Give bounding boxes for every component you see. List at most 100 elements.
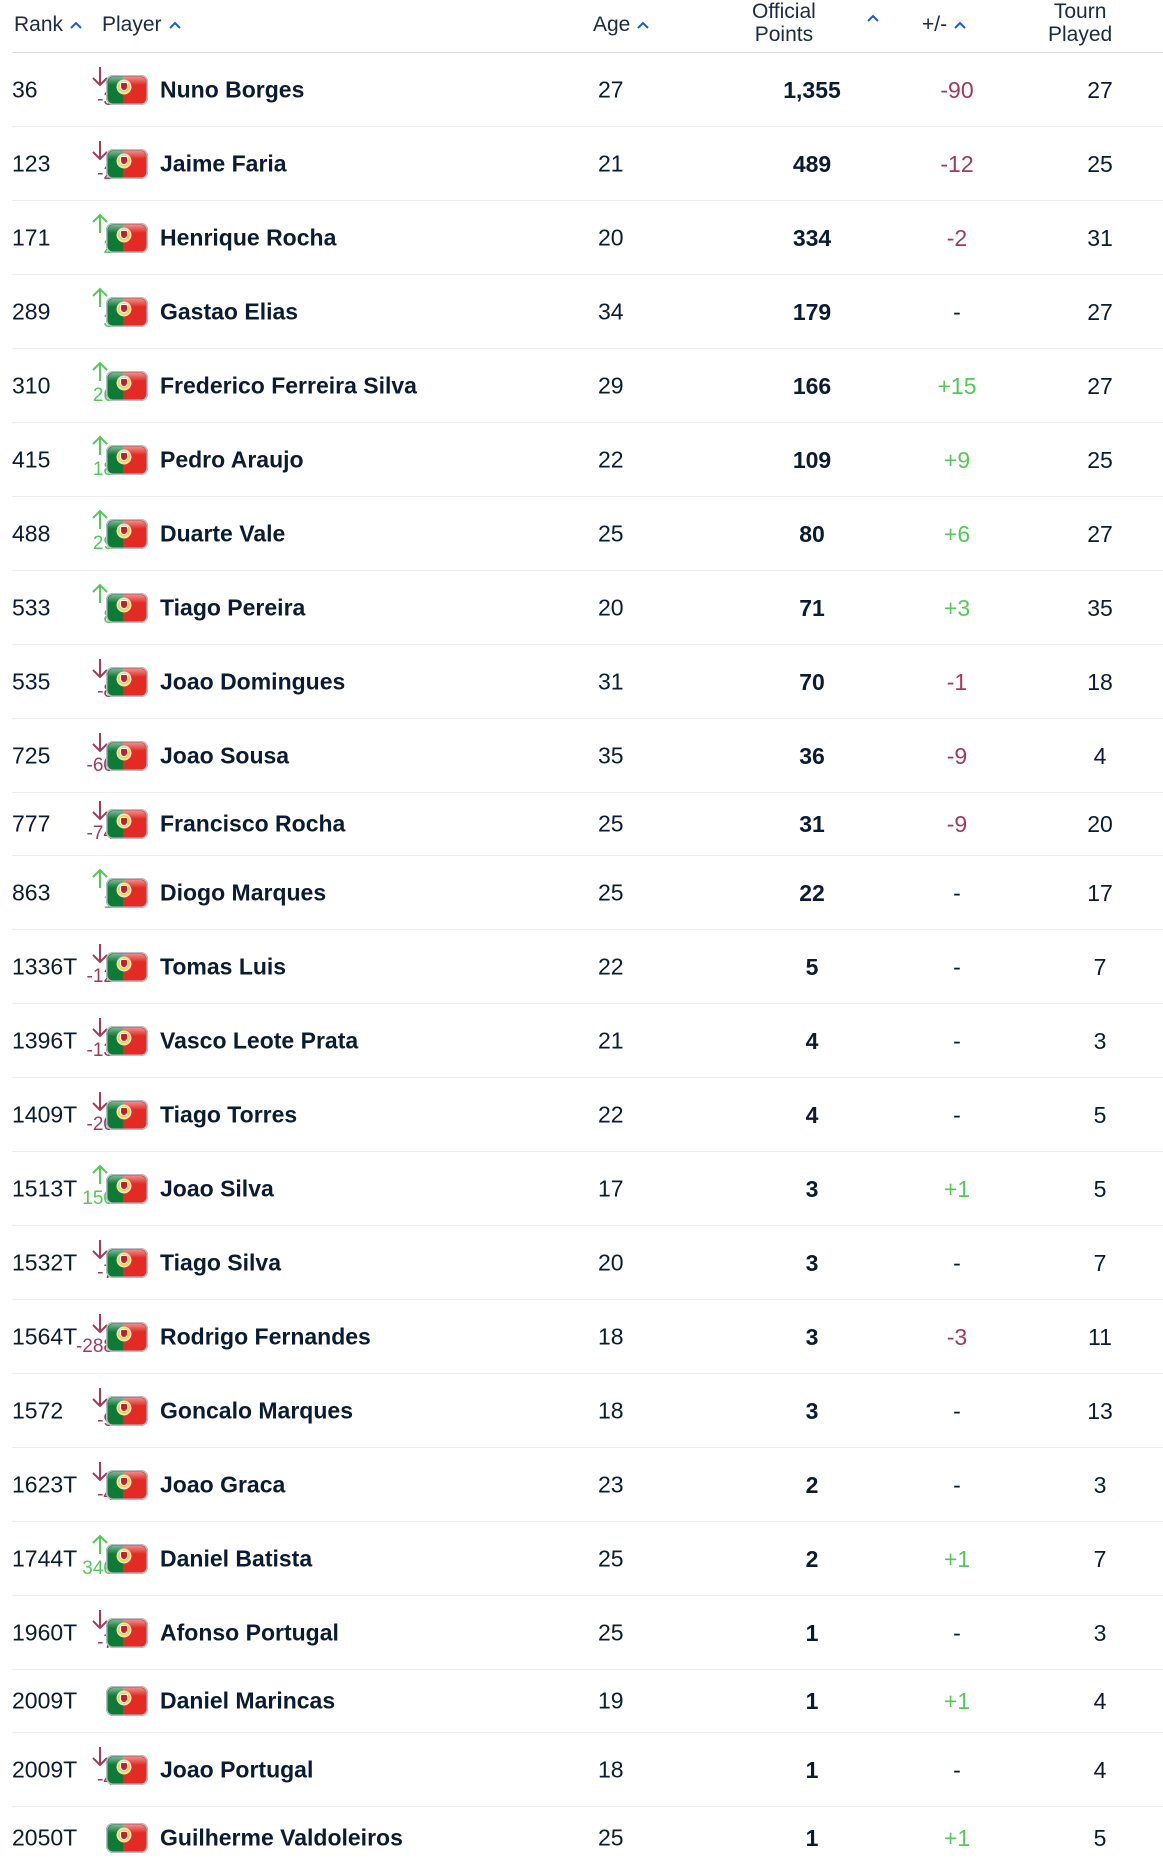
table-row[interactable]: 1513T 150 Joao Silva 17 3 +1 5 bbox=[12, 1152, 1163, 1226]
points-value: 334 bbox=[792, 224, 832, 251]
table-row[interactable]: 1409T -20 Tiago Torres 22 4 - 5 bbox=[12, 1078, 1163, 1152]
rank-movement: -60 bbox=[70, 731, 114, 781]
table-row[interactable]: 535 -8 Joao Domingues 31 70 -1 18 bbox=[12, 645, 1163, 719]
table-row[interactable]: 1396T -13 Vasco Leote Prata 21 4 - 3 bbox=[12, 1004, 1163, 1078]
table-row[interactable]: 1336T -12 Tomas Luis 22 5 - 7 bbox=[12, 930, 1163, 1004]
player-name-link[interactable]: Tiago Pereira bbox=[160, 594, 306, 620]
points-diff-value: - bbox=[953, 1101, 961, 1128]
player-name-link[interactable]: Joao Portugal bbox=[160, 1756, 314, 1782]
arrow-down-icon bbox=[90, 139, 110, 161]
player-name-link[interactable]: Tiago Torres bbox=[160, 1101, 298, 1127]
arrow-down-icon bbox=[90, 1460, 110, 1482]
sort-chevron-up-icon[interactable] bbox=[69, 20, 83, 30]
rank-column-header[interactable]: Rank bbox=[14, 13, 83, 36]
rank-value: 725 bbox=[12, 742, 51, 768]
table-row[interactable]: 1744T 340 Daniel Batista 25 2 +1 7 bbox=[12, 1522, 1163, 1596]
tourn-played-value: 27 bbox=[1087, 76, 1113, 103]
player-name-link[interactable]: Nuno Borges bbox=[160, 76, 305, 102]
points-value: 489 bbox=[792, 150, 832, 177]
player-name-link[interactable]: Francisco Rocha bbox=[160, 810, 346, 837]
rank-value: 533 bbox=[12, 594, 51, 620]
player-name-link[interactable]: Guilherme Valdoleiros bbox=[160, 1824, 403, 1851]
age-value: 20 bbox=[598, 224, 624, 250]
table-row[interactable]: 289 3 Gastao Elias 34 179 - 27 bbox=[12, 275, 1163, 349]
player-name-link[interactable]: Tomas Luis bbox=[160, 953, 287, 979]
player-name-link[interactable]: Rodrigo Fernandes bbox=[160, 1323, 371, 1349]
points-diff-value: +1 bbox=[943, 1688, 971, 1714]
player-name-link[interactable]: Daniel Batista bbox=[160, 1545, 313, 1571]
player-name-link[interactable]: Tiago Silva bbox=[160, 1249, 282, 1275]
age-value: 25 bbox=[598, 1545, 624, 1571]
points-diff-value: - bbox=[953, 1397, 961, 1424]
rank-value: 1572 bbox=[12, 1397, 64, 1423]
table-row[interactable]: 1564T -288 Rodrigo Fernandes 18 3 -3 11 bbox=[12, 1300, 1163, 1374]
player-name-link[interactable]: Daniel Marincas bbox=[160, 1687, 336, 1714]
table-row[interactable]: 777 -74 Francisco Rocha 25 31 -9 20 bbox=[12, 793, 1163, 856]
table-row[interactable]: 488 29 Duarte Vale 25 80 +6 27 bbox=[12, 497, 1163, 571]
table-row[interactable]: 36 -3 Nuno Borges 27 1,355 -90 27 bbox=[12, 53, 1163, 127]
rank-value: 1396T bbox=[12, 1027, 78, 1053]
table-row[interactable]: 533 8 Tiago Pereira 20 71 +3 35 bbox=[12, 571, 1163, 645]
table-row[interactable]: 2009T Daniel Marincas 19 1 +1 4 bbox=[12, 1670, 1163, 1733]
portugal-flag-icon bbox=[106, 296, 148, 327]
points-diff-value: +15 bbox=[937, 372, 977, 399]
tourn-played-value: 27 bbox=[1087, 298, 1113, 325]
table-row[interactable]: 310 26 Frederico Ferreira Silva 29 166 +15 27 bbox=[12, 349, 1163, 423]
tourn-header-line1: Tourn bbox=[1053, 0, 1107, 23]
player-column-header[interactable]: Player bbox=[102, 13, 182, 36]
points-diff-value: - bbox=[953, 1027, 961, 1054]
portugal-flag-icon bbox=[106, 1173, 148, 1204]
table-row[interactable]: 123 -2 Jaime Faria 21 489 -12 25 bbox=[12, 127, 1163, 201]
table-row[interactable]: 171 2 Henrique Rocha 20 334 -2 31 bbox=[12, 201, 1163, 275]
player-name-link[interactable]: Vasco Leote Prata bbox=[160, 1027, 359, 1053]
player-name-link[interactable]: Gastao Elias bbox=[160, 298, 299, 324]
sort-chevron-up-icon[interactable] bbox=[636, 20, 650, 30]
rank-movement: 2 bbox=[70, 213, 114, 263]
age-value: 20 bbox=[598, 594, 624, 620]
arrow-up-icon bbox=[90, 583, 110, 605]
table-row[interactable]: 725 -60 Joao Sousa 35 36 -9 4 bbox=[12, 719, 1163, 793]
player-name-link[interactable]: Joao Graca bbox=[160, 1471, 286, 1497]
age-value: 25 bbox=[598, 810, 624, 837]
sort-chevron-up-icon[interactable] bbox=[953, 20, 967, 30]
rank-value: 863 bbox=[12, 879, 51, 905]
portugal-flag-icon bbox=[106, 809, 148, 839]
age-value: 22 bbox=[598, 953, 624, 979]
player-name-link[interactable]: Henrique Rocha bbox=[160, 224, 337, 250]
table-row[interactable]: 2050T Guilherme Valdoleiros 25 1 +1 5 bbox=[12, 1807, 1163, 1869]
tourn-played-value: 4 bbox=[1093, 1756, 1107, 1783]
tourn-played-column-header[interactable]: Tourn Played bbox=[1048, 0, 1112, 46]
rankings-table: Rank Player Age Official Points bbox=[12, 0, 1163, 1869]
table-row[interactable]: 863 1 Diogo Marques 25 22 - 17 bbox=[12, 856, 1163, 930]
tourn-played-value: 3 bbox=[1093, 1619, 1107, 1646]
player-name-link[interactable]: Joao Sousa bbox=[160, 742, 290, 768]
player-name-link[interactable]: Joao Domingues bbox=[160, 668, 346, 694]
table-row[interactable]: 415 18 Pedro Araujo 22 109 +9 25 bbox=[12, 423, 1163, 497]
rank-movement: -8 bbox=[70, 657, 114, 707]
player-name-link[interactable]: Jaime Faria bbox=[160, 150, 287, 176]
tourn-played-value: 7 bbox=[1093, 1545, 1107, 1572]
table-row[interactable]: 1623T-4 Joao Graca 23 2 - 3 bbox=[12, 1448, 1163, 1522]
tourn-played-value: 17 bbox=[1087, 879, 1113, 906]
sort-chevron-up-icon[interactable] bbox=[866, 13, 880, 23]
points-diff-value: -3 bbox=[946, 1323, 968, 1350]
age-column-header[interactable]: Age bbox=[593, 13, 650, 36]
diff-column-header[interactable]: +/- bbox=[922, 13, 967, 36]
table-row[interactable]: 1960T-7 Afonso Portugal 25 1 - 3 bbox=[12, 1596, 1163, 1670]
portugal-flag-icon bbox=[106, 1754, 148, 1785]
player-name-link[interactable]: Afonso Portugal bbox=[160, 1619, 339, 1645]
player-name-link[interactable]: Diogo Marques bbox=[160, 879, 327, 905]
sort-chevron-up-icon[interactable] bbox=[168, 20, 182, 30]
portugal-flag-icon bbox=[106, 74, 148, 105]
points-value: 1 bbox=[805, 1688, 819, 1714]
points-column-header[interactable]: Official Points bbox=[752, 0, 879, 46]
player-name-link[interactable]: Pedro Araujo bbox=[160, 446, 304, 472]
player-name-link[interactable]: Joao Silva bbox=[160, 1175, 274, 1201]
player-name-link[interactable]: Duarte Vale bbox=[160, 520, 286, 546]
player-name-link[interactable]: Frederico Ferreira Silva bbox=[160, 372, 417, 398]
table-row[interactable]: 1572-9 Goncalo Marques 18 3 - 13 bbox=[12, 1374, 1163, 1448]
rank-value: 1513T bbox=[12, 1175, 78, 1201]
player-name-link[interactable]: Goncalo Marques bbox=[160, 1397, 353, 1423]
